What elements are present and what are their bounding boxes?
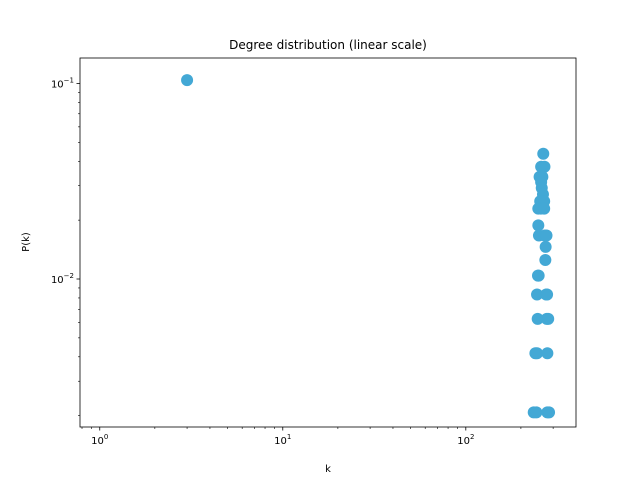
y-tick-label: 10−1 xyxy=(51,76,74,90)
data-point xyxy=(530,406,543,419)
data-point xyxy=(541,288,554,301)
data-point xyxy=(531,347,544,360)
axis-ticks: 100 101 102 10−2 10−1 xyxy=(51,76,554,447)
y-axis-label: P(k) xyxy=(21,232,32,252)
scatter-points xyxy=(181,74,556,419)
y-tick-label: 10−2 xyxy=(51,272,74,286)
x-tick-label: 102 xyxy=(457,433,474,447)
data-point xyxy=(541,347,554,360)
data-point xyxy=(540,229,553,242)
data-point xyxy=(532,219,545,232)
x-tick-label: 101 xyxy=(274,433,291,447)
data-point xyxy=(538,160,551,173)
x-tick-label: 100 xyxy=(91,433,108,447)
data-point xyxy=(538,202,551,215)
data-point xyxy=(539,240,552,253)
chart-title: Degree distribution (linear scale) xyxy=(229,38,427,52)
data-point xyxy=(542,312,555,325)
data-point xyxy=(537,147,550,160)
data-point xyxy=(532,269,545,282)
data-point xyxy=(531,312,544,325)
data-point xyxy=(531,288,544,301)
plot-frame xyxy=(79,57,577,428)
data-point xyxy=(543,406,556,419)
x-axis-label: k xyxy=(325,464,331,475)
data-point xyxy=(181,74,194,87)
data-point xyxy=(539,254,552,267)
